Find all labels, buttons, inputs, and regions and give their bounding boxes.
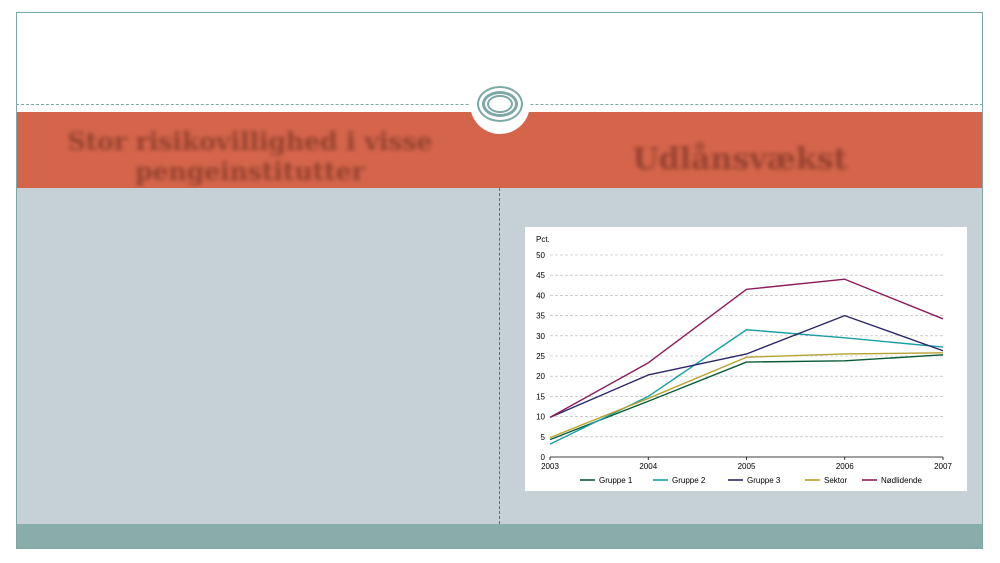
column-divider bbox=[499, 188, 500, 524]
left-heading: Stor risikovillighed i visse pengeinstit… bbox=[67, 127, 433, 186]
line-chart: Pct. 0 5 10 15 20 25 30 35 40 45 50 2003 2004 2005 2006… bbox=[536, 235, 952, 485]
series-line-5 bbox=[549, 278, 944, 419]
x-tick-label: 2004 bbox=[639, 462, 657, 471]
x-tick-label: 2006 bbox=[836, 462, 854, 471]
y-tick-label: 5 bbox=[541, 433, 546, 442]
series-line-4 bbox=[549, 352, 944, 439]
series-line-2 bbox=[549, 329, 944, 445]
legend-label: Gruppe 1 bbox=[599, 476, 633, 485]
series-line-3 bbox=[549, 314, 944, 419]
series-line-1 bbox=[549, 354, 944, 441]
x-tick-label: 2007 bbox=[934, 462, 952, 471]
legend-label: Gruppe 2 bbox=[672, 476, 706, 485]
y-tick-label: 25 bbox=[536, 352, 545, 361]
y-tick-label: 30 bbox=[536, 332, 545, 341]
legend-label: Gruppe 3 bbox=[747, 476, 781, 485]
legend-label: Sektor bbox=[824, 476, 847, 485]
legend-label: Nødlidende bbox=[881, 476, 922, 485]
y-tick-label: 45 bbox=[536, 271, 545, 280]
y-tick-label: 10 bbox=[536, 413, 545, 422]
x-tick-label: 2005 bbox=[738, 462, 756, 471]
y-tick-label: 15 bbox=[536, 392, 545, 401]
y-tick-label: 20 bbox=[536, 372, 545, 381]
chart-panel: Pct. 0 5 10 15 20 25 30 35 40 45 50 2003 2004 2005 2006… bbox=[525, 227, 967, 491]
y-tick-label: 40 bbox=[536, 291, 545, 300]
right-heading: Udlånsvækst bbox=[632, 142, 848, 177]
y-axis-label: Pct. bbox=[536, 235, 550, 244]
y-tick-label: 0 bbox=[541, 453, 546, 462]
y-tick-label: 50 bbox=[536, 251, 545, 260]
footer-band bbox=[17, 524, 982, 548]
x-tick-label: 2003 bbox=[541, 462, 559, 471]
y-tick-label: 35 bbox=[536, 312, 545, 321]
circle-ornament-icon bbox=[472, 76, 528, 132]
